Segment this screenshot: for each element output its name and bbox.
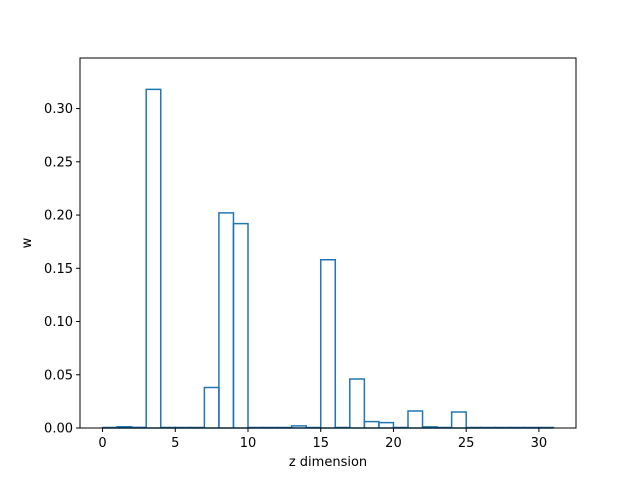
y-tick-label: 0.05: [44, 368, 73, 383]
histogram-bar: [319, 259, 337, 428]
y-tick-label: 0.30: [44, 102, 73, 117]
histogram-bar: [407, 410, 424, 428]
histogram-bar: [349, 378, 366, 428]
x-axis-label: z dimension: [289, 455, 367, 470]
x-tick-label: 25: [458, 436, 475, 451]
x-tick-label: 10: [240, 436, 257, 451]
y-tick-label: 0.20: [44, 209, 73, 224]
y-tick-label: 0.10: [44, 315, 73, 330]
x-tick-label: 5: [171, 436, 179, 451]
y-tick-label: 0.25: [44, 155, 73, 170]
y-axis: 0.00 0.05 0.10 0.15 0.20 0.25 0.30: [44, 102, 80, 437]
histogram-bar: [378, 421, 395, 428]
y-tick-label: 0.15: [44, 262, 73, 277]
x-tick-label: 0: [98, 436, 106, 451]
y-axis-label: w: [20, 237, 35, 248]
axes-frame: [79, 57, 577, 429]
x-tick-label: 30: [531, 436, 548, 451]
x-tick-label: 15: [312, 436, 329, 451]
x-axis: 0 5 10 15 20 25 30: [98, 428, 547, 451]
histogram-bar: [232, 222, 249, 428]
histogram-bar: [450, 411, 467, 428]
histogram-bar: [145, 88, 162, 428]
x-tick-label: 20: [385, 436, 402, 451]
y-tick-label: 0.00: [44, 422, 73, 437]
